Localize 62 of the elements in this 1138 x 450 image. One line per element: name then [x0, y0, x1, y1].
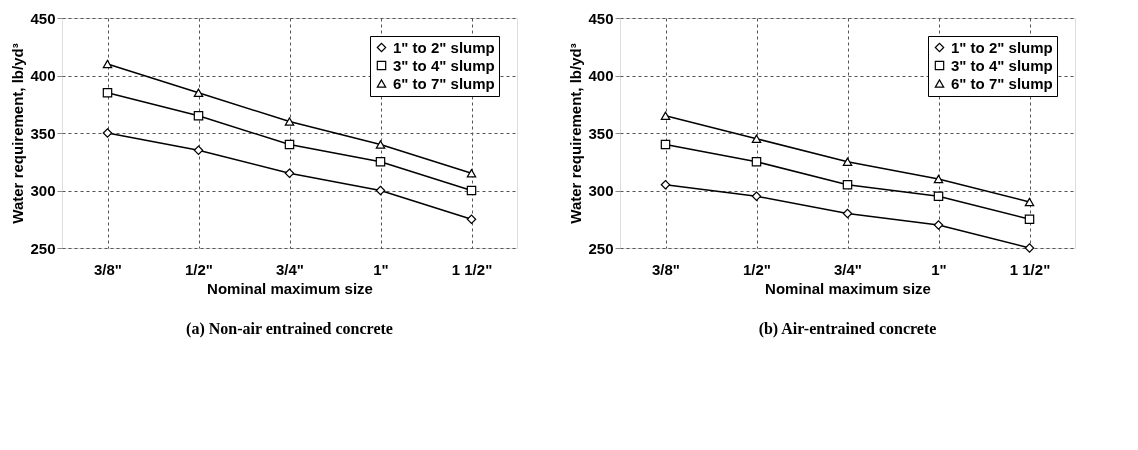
point — [284, 139, 295, 150]
text: (b) Air-entrained concrete — [758, 320, 937, 338]
point — [375, 140, 386, 149]
point — [842, 208, 853, 219]
point — [1024, 197, 1035, 207]
x-axis-title: Nominal maximum size — [207, 279, 373, 297]
legend-label: 3" to 4" slump — [393, 56, 495, 74]
point — [284, 117, 295, 126]
point — [751, 191, 762, 202]
x-tick-label: 3/8" — [94, 260, 122, 278]
point — [102, 128, 113, 138]
point — [102, 87, 113, 98]
legend-label: 1" to 2" slump — [393, 38, 495, 56]
point — [193, 110, 204, 121]
point — [466, 169, 477, 178]
point — [933, 174, 944, 184]
y-tick-label: 350 — [30, 124, 56, 142]
x-tick-label: 1/2" — [743, 260, 771, 278]
point — [751, 156, 762, 167]
x-tick-label: 1" — [373, 260, 389, 278]
y-tick-label: 400 — [30, 67, 56, 84]
point — [1024, 214, 1035, 225]
point — [933, 220, 944, 230]
x-tick-label: 1 1/2" — [451, 260, 493, 278]
x-axis-title: Nominal maximum size — [765, 279, 931, 297]
y-tick-label: 450 — [588, 9, 614, 27]
point — [1024, 243, 1035, 253]
y-tick-label: 300 — [30, 182, 56, 199]
x-tick-label: 3/8" — [652, 260, 680, 278]
y-axis-title: Water requirement, lb/yd³ — [9, 43, 27, 224]
y-tick-label: 400 — [588, 67, 614, 84]
y-tick-label: 250 — [30, 239, 56, 257]
point — [842, 179, 853, 190]
legend-label: 1" to 2" slump — [951, 38, 1053, 56]
point — [284, 168, 295, 179]
x-tick-label: 1 1/2" — [1009, 260, 1051, 278]
point — [102, 59, 113, 69]
x-tick-label: 1" — [931, 260, 947, 278]
point — [660, 139, 671, 150]
point — [466, 214, 477, 225]
text: (a) Non-air entrained concrete — [186, 320, 393, 338]
point — [933, 191, 944, 202]
y-tick-label: 300 — [588, 182, 614, 199]
y-tick-label: 250 — [588, 239, 614, 257]
point — [466, 185, 477, 196]
legend-label: 6" to 7" slump — [393, 74, 495, 92]
y-tick-label: 350 — [588, 124, 614, 142]
x-tick-label: 1/2" — [185, 260, 213, 278]
point — [751, 134, 762, 143]
x-tick-label: 3/4" — [276, 260, 304, 278]
legend-label: 3" to 4" slump — [951, 56, 1053, 74]
point — [842, 157, 853, 166]
y-axis-title: Water requirement, lb/yd³ — [567, 43, 585, 224]
point — [375, 156, 386, 167]
point — [660, 111, 671, 120]
point — [193, 145, 204, 156]
point — [375, 185, 386, 196]
point — [193, 88, 204, 97]
y-tick-label: 450 — [30, 9, 56, 27]
x-tick-label: 3/4" — [834, 260, 862, 278]
legend-label: 6" to 7" slump — [951, 74, 1053, 92]
point — [660, 179, 671, 190]
